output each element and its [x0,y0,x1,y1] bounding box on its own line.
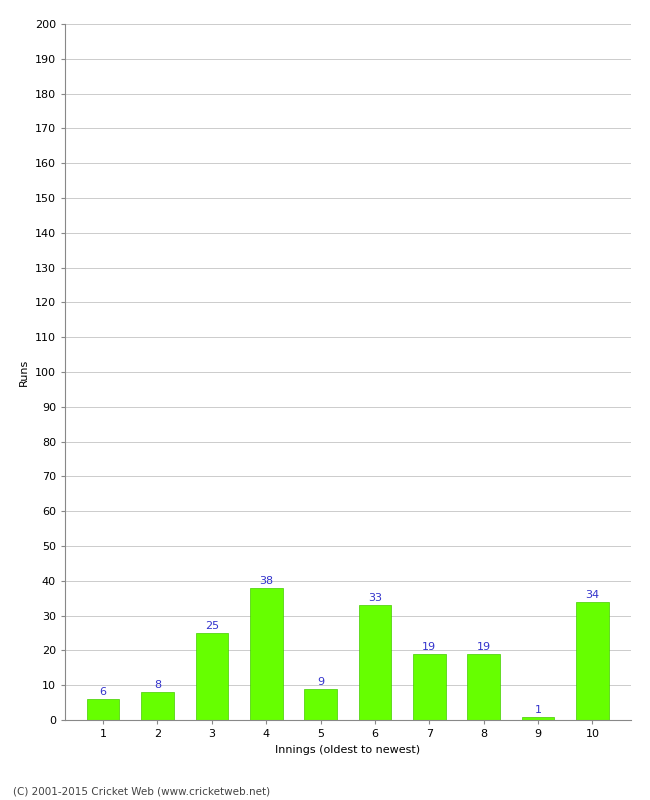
X-axis label: Innings (oldest to newest): Innings (oldest to newest) [275,745,421,754]
Text: 9: 9 [317,677,324,687]
Text: (C) 2001-2015 Cricket Web (www.cricketweb.net): (C) 2001-2015 Cricket Web (www.cricketwe… [13,786,270,796]
Bar [413,654,446,720]
Text: 25: 25 [205,622,219,631]
Text: 33: 33 [368,594,382,603]
Bar [196,633,228,720]
Bar [359,605,391,720]
Text: 19: 19 [476,642,491,652]
Bar [250,588,283,720]
Text: 34: 34 [586,590,599,600]
Y-axis label: Runs: Runs [20,358,29,386]
Text: 19: 19 [422,642,436,652]
Bar [522,717,554,720]
Text: 6: 6 [99,687,107,698]
Bar [141,692,174,720]
Text: 38: 38 [259,576,273,586]
Text: 1: 1 [534,705,541,714]
Text: 8: 8 [154,681,161,690]
Bar [576,602,609,720]
Bar [467,654,500,720]
Bar [86,699,120,720]
Bar [304,689,337,720]
